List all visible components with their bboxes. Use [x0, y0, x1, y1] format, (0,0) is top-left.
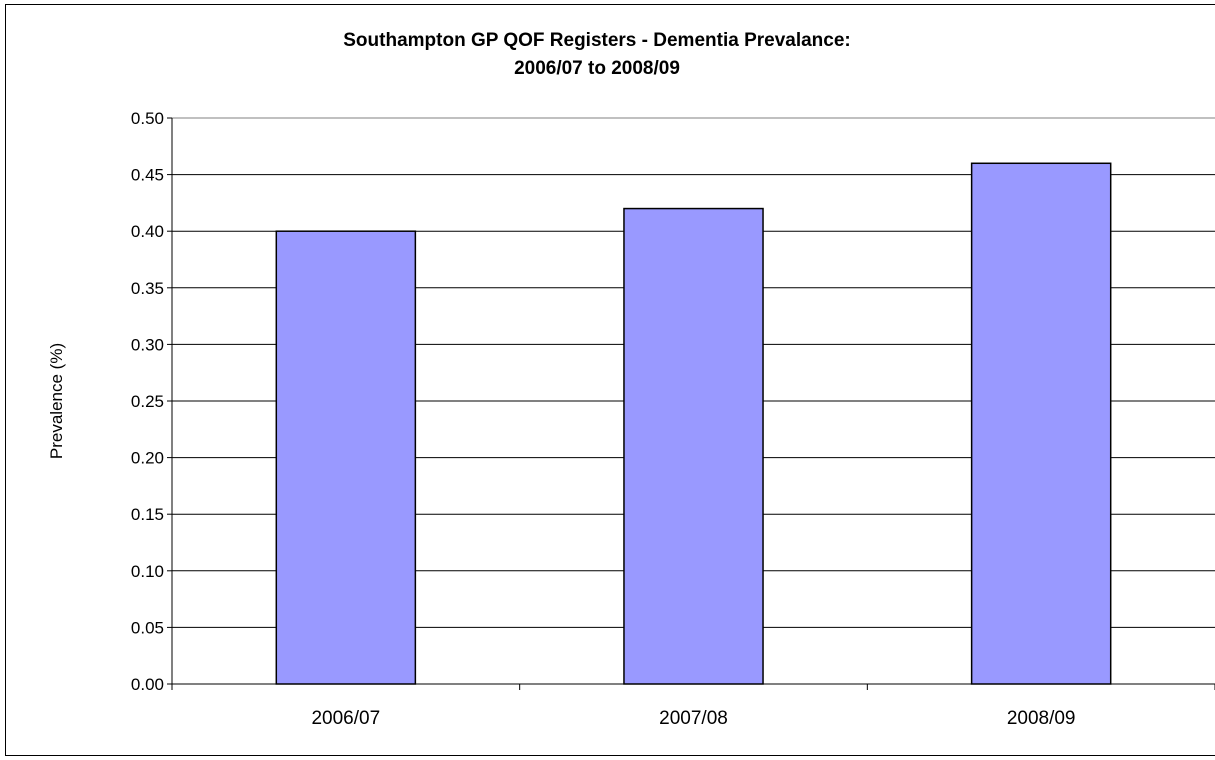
y-tick-label: 0.50 [131, 109, 164, 128]
bar-2008-09 [970, 162, 1112, 685]
y-tick-label: 0.15 [131, 505, 164, 524]
y-tick-label: 0.00 [131, 675, 164, 694]
bar-2006-07 [275, 230, 417, 685]
y-tick-label: 0.45 [131, 166, 164, 185]
y-tick-label: 0.20 [131, 449, 164, 468]
bar-2007-08 [623, 207, 764, 685]
y-tick-labels: 0.00 0.05 0.10 0.15 0.20 0.25 0.30 0.35 0.40 0.45… [131, 109, 164, 694]
y-tick-label: 0.10 [131, 562, 164, 581]
y-tick-label: 0.05 [131, 618, 164, 637]
y-tick-label: 0.35 [131, 279, 164, 298]
y-axis-label: Prevalence (%) [47, 343, 66, 459]
x-tick-label: 2006/07 [311, 708, 380, 729]
x-tick-labels: 2006/07 2007/08 2008/09 [311, 708, 1075, 729]
bars [275, 162, 1112, 685]
x-tick-label: 2008/09 [1007, 708, 1076, 729]
y-tick-label: 0.30 [131, 335, 164, 354]
y-tick-label: 0.40 [131, 222, 164, 241]
chart-title-line2: 2006/07 to 2008/09 [514, 58, 680, 79]
axes [167, 117, 1215, 690]
chart-title-line1: Southampton GP QOF Registers - Dementia … [343, 30, 851, 51]
y-tick-label: 0.25 [131, 392, 164, 411]
x-tick-label: 2007/08 [659, 708, 728, 729]
